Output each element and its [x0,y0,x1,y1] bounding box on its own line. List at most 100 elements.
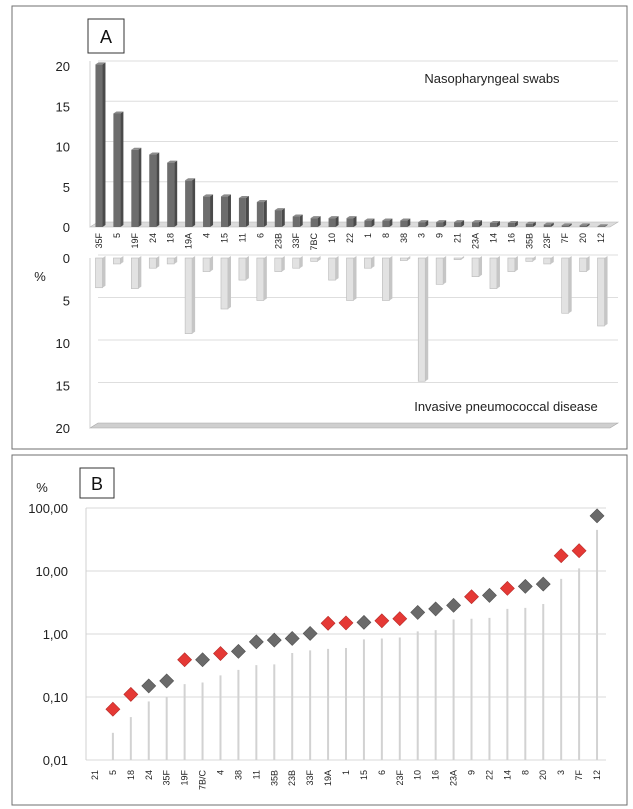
invasive-bar [561,257,569,314]
panel-b-marker [446,597,462,613]
nasopharyngeal-bar-top [543,222,554,225]
panel-a-bottom-ytick: 15 [56,379,70,394]
panel-a-xtick: 23A [471,233,481,249]
invasive-bar-side [227,256,231,309]
nasopharyngeal-bar-side [604,224,608,227]
nasopharyngeal-bar-top [220,194,231,197]
nasopharyngeal-bar-top [579,223,590,226]
invasive-bar [346,257,354,301]
invasive-bar [597,257,605,327]
nasopharyngeal-bar [203,196,211,227]
panel-a-xtick: 35F [94,233,104,249]
panel-b-border [11,454,628,806]
invasive-bar-side [604,256,608,326]
nasopharyngeal-bar-top [185,178,196,181]
panel-a-top-ytick: 10 [56,140,70,155]
nasopharyngeal-bar-top [167,160,178,163]
panel-a-top-ytick: 5 [63,180,70,195]
nasopharyngeal-bar-side [514,220,518,227]
panel-b-xtick: 22 [484,770,494,780]
panel-a-bottom-ytick: 5 [63,294,70,309]
panel-b-marker [356,614,372,630]
nasopharyngeal-bar-top [95,62,106,65]
nasopharyngeal-bar-side [479,220,483,227]
nasopharyngeal-bar [113,113,121,227]
panel-b-xtick: 4 [215,770,225,775]
panel-b-xtick: 11 [251,770,261,779]
nasopharyngeal-bar [418,222,426,227]
invasive-bar-side [461,256,465,260]
invasive-bar-side [407,256,411,261]
invasive-bar-side [425,256,429,382]
invasive-bar-side [281,256,285,272]
panel-b-xtick: 15 [359,770,369,780]
invasive-bar [95,257,103,289]
invasive-bar-side [102,256,106,288]
nasopharyngeal-bar-side [425,220,429,227]
nasopharyngeal-bar-side [496,220,500,227]
panel-b-xtick: 1 [341,770,351,775]
panel-b-xtick: 3 [556,770,566,775]
invasive-bar [220,257,229,310]
nasopharyngeal-bar-side [550,222,554,227]
panel-b-xtick: 23A [449,770,459,786]
panel-b-marker [338,615,354,631]
nasopharyngeal-bar-top [454,220,465,223]
nasopharyngeal-bar [220,196,228,227]
invasive-bar-side [138,256,142,289]
nasopharyngeal-bar [95,64,103,227]
annotation-nasopharyngeal: Nasopharyngeal swabs [424,71,560,86]
panel-b-percent-label: % [36,480,48,495]
invasive-bar [131,257,139,289]
nasopharyngeal-bar [579,225,587,227]
panel-a: A Nasopharyngeal swabs Invasive pneumoco… [11,5,628,450]
panel-b-xtick: 35F [162,770,172,786]
nasopharyngeal-bar-side [335,216,339,227]
panel-b-marker [177,652,193,668]
nasopharyngeal-bar-side [389,218,393,227]
invasive-bar-side [192,256,196,334]
nasopharyngeal-bar-side [299,214,303,227]
panel-a-bottom-ytick: 20 [56,421,70,436]
invasive-bar [525,257,534,262]
panel-b-marker [535,576,551,592]
panel-a-xtick: 35B [524,233,534,249]
panel-a-xtick: 1 [363,233,373,238]
panel-a-xtick: 6 [255,233,265,238]
panel-b-marker [302,626,318,641]
invasive-bar-side [245,256,249,281]
invasive-bar [238,257,247,281]
invasive-bar-side [532,256,536,262]
panel-b-xtick: 7F [574,770,584,781]
panel-a-xtick: 19A [184,233,194,249]
panel-b-ytick: 0,01 [43,753,68,768]
nasopharyngeal-bar-side [192,178,196,227]
panel-b-ytick: 100,00 [28,501,68,516]
panel-b-marker [248,634,264,650]
panel-a-bottom-ytick: 0 [63,251,70,266]
nasopharyngeal-bar-side [120,111,124,227]
invasive-bar-side [120,256,124,264]
nasopharyngeal-bar [346,218,354,227]
invasive-bar-side [389,256,393,301]
panel-b-marker [410,605,426,620]
panel-b-xtick: 14 [502,770,512,780]
invasive-bar-side [335,256,339,281]
nasopharyngeal-bar-top [561,223,572,226]
nasopharyngeal-bar [489,222,497,227]
nasopharyngeal-bar-top [310,216,321,219]
panel-b-xtick: 33F [305,770,315,786]
panel-a-xtick: 23B [273,233,283,249]
panel-a-xtick: 33F [291,233,301,249]
invasive-bar [202,257,211,272]
panel-b-xtick: 35B [269,770,279,786]
panel-a-xtick: 18 [166,233,176,243]
nasopharyngeal-bar [400,220,408,227]
invasive-bar [453,257,462,261]
nasopharyngeal-bar [185,180,193,227]
nasopharyngeal-bar-top [346,216,357,219]
panel-b-marker [159,673,175,689]
nasopharyngeal-bar-top [149,152,160,155]
nasopharyngeal-bar-top [597,224,608,227]
panel-b-marker [230,643,246,659]
